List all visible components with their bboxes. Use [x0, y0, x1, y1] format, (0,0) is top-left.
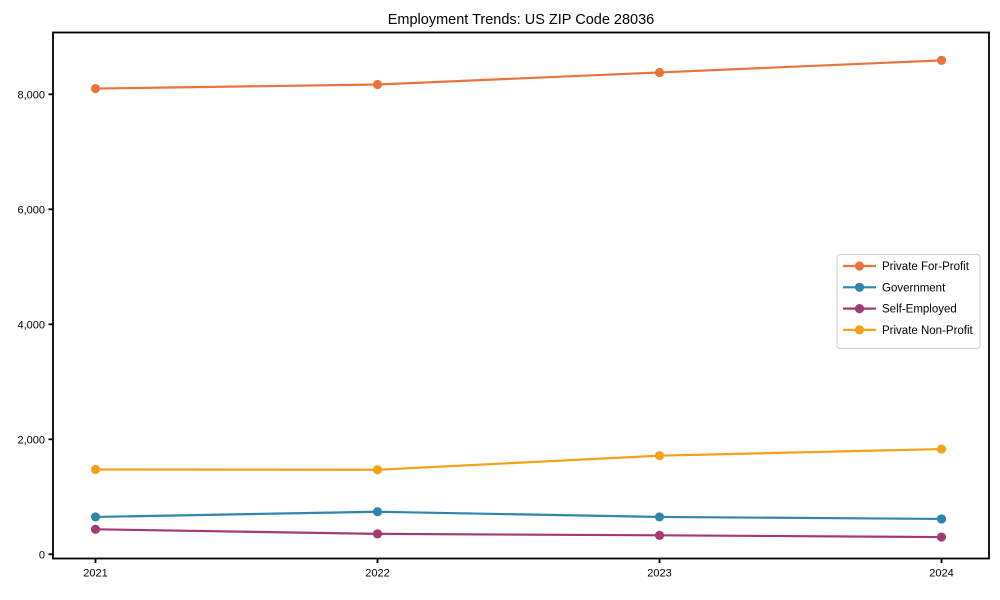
axes-frame: [52, 31, 990, 560]
series-line-private-non-profit: [94, 447, 943, 471]
data-point-private-non-profit: [654, 451, 665, 461]
y-tick-label: 0: [39, 549, 45, 561]
data-point-government: [90, 512, 101, 522]
data-point-private-for-profit: [654, 67, 665, 78]
data-point-self-employed: [90, 524, 101, 534]
data-point-private-non-profit: [372, 465, 383, 475]
series-line-private-for-profit: [94, 59, 943, 90]
plot-area: 0 2,000 4,000 6,000 8,000 2021 2022 2023 2024: [17, 31, 990, 580]
legend-marker-icon: [854, 325, 865, 335]
y-tick-label: 6,000: [17, 204, 45, 216]
legend-entry-private-for-profit: Private For-Profit: [843, 261, 970, 273]
data-point-self-employed: [654, 530, 665, 540]
data-point-government: [936, 514, 947, 524]
data-point-private-for-profit: [372, 79, 383, 90]
y-tick-label: 8,000: [17, 89, 45, 101]
y-tick-label: 2,000: [17, 434, 45, 446]
legend-marker-icon: [854, 261, 865, 271]
data-point-self-employed: [372, 529, 383, 539]
legend-label: Private Non-Profit: [882, 325, 974, 337]
legend-entry-government: Government: [843, 282, 946, 294]
data-point-private-non-profit: [936, 444, 947, 454]
data-point-self-employed: [936, 532, 947, 542]
legend-marker-icon: [854, 304, 865, 314]
legend-entry-self-employed: Self-Employed: [843, 304, 957, 316]
x-tick-label: 2024: [929, 568, 953, 580]
legend-entry-private-non-profit: Private Non-Profit: [843, 325, 974, 337]
data-point-private-for-profit: [936, 55, 947, 65]
x-tick-label: 2021: [83, 568, 107, 580]
legend-marker-icon: [854, 282, 865, 292]
series-line-self-employed: [94, 528, 943, 539]
series-line-government: [94, 510, 943, 521]
data-point-private-non-profit: [90, 464, 101, 475]
data-point-government: [372, 507, 383, 517]
data-point-government: [654, 512, 665, 522]
y-tick-label: 4,000: [17, 319, 45, 331]
legend-label: Self-Employed: [882, 304, 957, 316]
legend-label: Government: [882, 282, 946, 294]
x-tick-label: 2022: [365, 568, 389, 580]
legend-box: [836, 254, 981, 349]
chart-title: Employment Trends: US ZIP Code 28036: [388, 12, 655, 28]
chart-legend: Private For-Profit Government Self-Employe…: [836, 254, 981, 349]
legend-label: Private For-Profit: [882, 261, 970, 273]
data-point-private-for-profit: [90, 83, 101, 94]
x-tick-label: 2023: [647, 568, 671, 580]
